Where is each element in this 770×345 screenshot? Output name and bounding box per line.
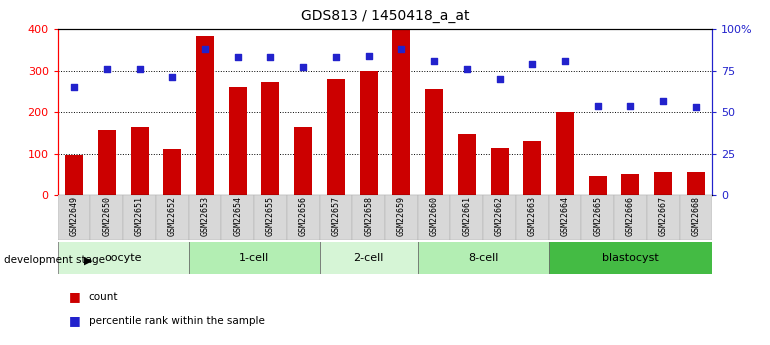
Point: [657, 98, 669, 103]
Bar: [647, 195, 679, 240]
Bar: [654, 172, 672, 195]
Point: [232, 55, 244, 60]
Bar: [163, 149, 181, 195]
Bar: [156, 195, 189, 240]
Text: GSM22665: GSM22665: [593, 196, 602, 236]
Point: [199, 47, 211, 52]
Bar: [687, 172, 705, 195]
Bar: [91, 195, 123, 240]
Point: [559, 58, 571, 63]
Text: GSM22659: GSM22659: [397, 196, 406, 236]
Text: GSM22657: GSM22657: [331, 196, 340, 236]
Text: GSM22652: GSM22652: [168, 196, 177, 236]
Point: [690, 105, 702, 110]
Bar: [353, 195, 385, 240]
Bar: [589, 176, 607, 195]
Text: ■: ■: [69, 290, 81, 303]
Text: GSM22656: GSM22656: [299, 196, 308, 236]
Point: [363, 53, 375, 59]
Bar: [581, 195, 614, 240]
Bar: [320, 241, 417, 274]
Text: GSM22653: GSM22653: [200, 196, 209, 236]
Bar: [294, 127, 312, 195]
Bar: [458, 134, 476, 195]
Bar: [425, 89, 443, 195]
Point: [395, 47, 407, 52]
Bar: [548, 241, 712, 274]
Text: GSM22661: GSM22661: [462, 196, 471, 236]
Text: GSM22658: GSM22658: [364, 196, 373, 236]
Bar: [222, 195, 254, 240]
Bar: [254, 195, 287, 240]
Text: percentile rank within the sample: percentile rank within the sample: [89, 316, 264, 326]
Text: ▶: ▶: [84, 256, 92, 265]
Bar: [327, 79, 345, 195]
Bar: [262, 82, 280, 195]
Bar: [490, 148, 508, 195]
Point: [460, 66, 473, 72]
Bar: [131, 127, 149, 195]
Text: GDS813 / 1450418_a_at: GDS813 / 1450418_a_at: [301, 9, 469, 23]
Bar: [229, 87, 246, 195]
Bar: [516, 195, 548, 240]
Point: [264, 55, 276, 60]
Text: GSM22651: GSM22651: [135, 196, 144, 236]
Point: [166, 75, 179, 80]
Bar: [484, 195, 516, 240]
Text: GSM22668: GSM22668: [691, 196, 701, 236]
Text: GSM22666: GSM22666: [626, 196, 635, 236]
Bar: [417, 241, 548, 274]
Bar: [65, 155, 83, 195]
Bar: [98, 130, 116, 195]
Text: 1-cell: 1-cell: [239, 253, 270, 263]
Bar: [417, 195, 450, 240]
Bar: [189, 241, 320, 274]
Bar: [58, 195, 91, 240]
Text: blastocyst: blastocyst: [602, 253, 659, 263]
Text: GSM22662: GSM22662: [495, 196, 504, 236]
Bar: [320, 195, 353, 240]
Point: [101, 66, 113, 72]
Point: [297, 65, 310, 70]
Point: [494, 76, 506, 82]
Bar: [450, 195, 484, 240]
Bar: [614, 195, 647, 240]
Bar: [621, 174, 639, 195]
Text: 2-cell: 2-cell: [353, 253, 383, 263]
Text: GSM22664: GSM22664: [561, 196, 570, 236]
Text: GSM22649: GSM22649: [69, 196, 79, 236]
Bar: [385, 195, 417, 240]
Bar: [556, 112, 574, 195]
Text: GSM22660: GSM22660: [430, 196, 439, 236]
Point: [68, 85, 80, 90]
Text: GSM22650: GSM22650: [102, 196, 112, 236]
Point: [526, 61, 538, 67]
Point: [428, 58, 440, 63]
Bar: [679, 195, 712, 240]
Text: count: count: [89, 292, 118, 302]
Bar: [286, 195, 320, 240]
Point: [624, 103, 637, 108]
Bar: [393, 30, 410, 195]
Text: oocyte: oocyte: [105, 253, 142, 263]
Bar: [548, 195, 581, 240]
Bar: [58, 241, 189, 274]
Text: GSM22667: GSM22667: [658, 196, 668, 236]
Text: 8-cell: 8-cell: [468, 253, 498, 263]
Bar: [524, 141, 541, 195]
Text: GSM22663: GSM22663: [527, 196, 537, 236]
Text: GSM22655: GSM22655: [266, 196, 275, 236]
Point: [330, 55, 342, 60]
Bar: [360, 71, 377, 195]
Bar: [196, 36, 214, 195]
Bar: [189, 195, 222, 240]
Text: GSM22654: GSM22654: [233, 196, 243, 236]
Point: [591, 103, 604, 108]
Text: development stage: development stage: [4, 256, 105, 265]
Point: [133, 66, 146, 72]
Bar: [123, 195, 156, 240]
Text: ■: ■: [69, 314, 81, 327]
